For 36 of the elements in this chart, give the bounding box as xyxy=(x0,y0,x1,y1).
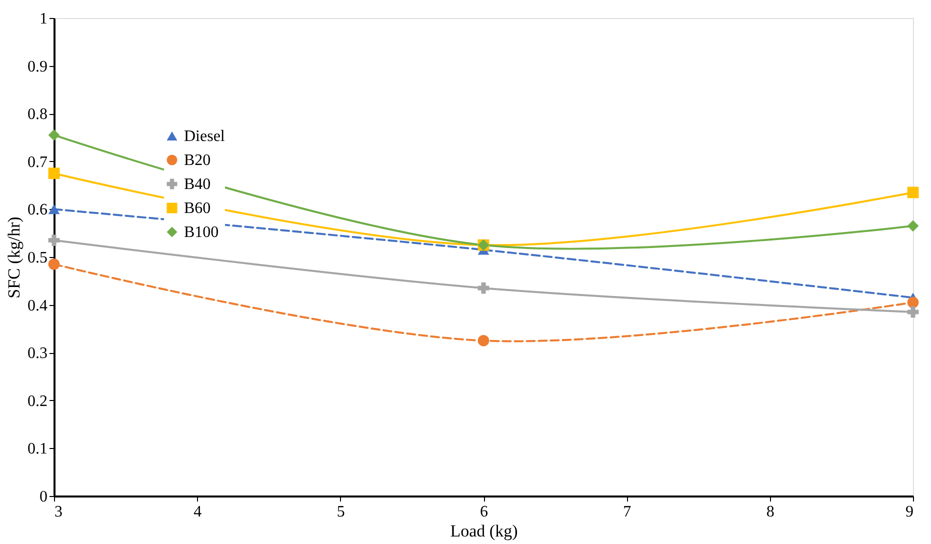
y-tick-label: 0.6 xyxy=(28,202,48,219)
legend-label: B60 xyxy=(184,200,211,217)
x-axis-title: Load (kg) xyxy=(450,522,518,540)
legend-label: B100 xyxy=(184,224,219,241)
x-tick-label: 6 xyxy=(480,504,488,520)
y-axis-title: SFC (kg/hr) xyxy=(4,216,24,298)
point xyxy=(478,282,490,294)
point xyxy=(48,234,60,246)
x-tick-label: 8 xyxy=(766,504,774,520)
y-tick-label: 0.9 xyxy=(28,58,48,76)
legend-label: Diesel xyxy=(184,128,226,145)
point xyxy=(907,186,919,198)
x-tick-label: 4 xyxy=(194,504,202,520)
y-tick-label: 0.7 xyxy=(28,154,48,171)
x-tick-label: 9 xyxy=(906,504,914,520)
y-tick-label: 0.1 xyxy=(28,440,48,458)
x-tick-label: 3 xyxy=(54,504,62,520)
y-tick-label: 0.2 xyxy=(28,392,48,410)
y-tick-label: 0.3 xyxy=(28,345,48,362)
point xyxy=(48,204,60,214)
x-tick-label: 7 xyxy=(623,504,632,520)
point xyxy=(478,334,490,346)
legend-label: B20 xyxy=(184,152,211,169)
legend-label: B40 xyxy=(184,176,211,193)
point xyxy=(48,258,60,270)
y-tick-label: 0.5 xyxy=(28,250,48,266)
y-tick-label: 0.8 xyxy=(28,106,48,124)
y-tick-label: 0.4 xyxy=(28,297,48,314)
point xyxy=(48,168,60,180)
y-tick-label: 0 xyxy=(40,488,48,506)
point xyxy=(48,129,60,141)
point xyxy=(907,296,919,308)
x-tick-label: 5 xyxy=(336,504,345,520)
point xyxy=(907,306,919,318)
y-tick-label: 1 xyxy=(40,10,48,28)
point xyxy=(907,220,919,232)
